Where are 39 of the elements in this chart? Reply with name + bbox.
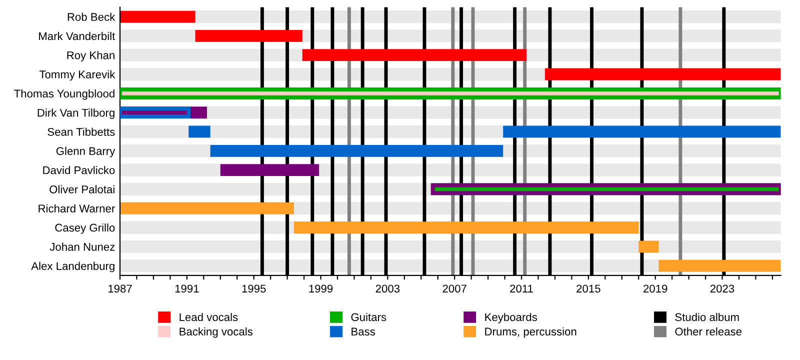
x-tick-label: 2007 <box>442 284 466 293</box>
x-tick-label: 2011 <box>510 284 533 293</box>
y-tick-label: Tommy Karevik <box>39 70 116 81</box>
x-tick-label: 2023 <box>710 284 734 293</box>
y-tick-label: Dirk Van Tilborg <box>38 108 114 119</box>
x-tick-label: 2015 <box>576 284 600 293</box>
bar <box>220 164 320 176</box>
bar <box>658 260 781 272</box>
legend-label: Backing vocals <box>180 327 253 338</box>
bar <box>120 10 196 23</box>
y-tick-label: Casey Grillo <box>55 223 115 234</box>
y-tick-label: David Pavlicko <box>43 166 115 174</box>
bar <box>638 240 659 253</box>
y-tick-label: Rob Beck <box>68 12 116 21</box>
legend-label: Lead vocals <box>180 312 238 322</box>
x-tick-label: 2003 <box>376 284 400 293</box>
y-tick-label: Thomas Youngblood <box>14 89 114 100</box>
y-tick-label: Sean Tibbetts <box>48 128 115 136</box>
legend-label: Bass <box>352 328 375 336</box>
bar <box>120 202 294 214</box>
bar <box>195 30 302 42</box>
legend-label: Drums, percussion <box>485 327 576 338</box>
y-tick-label: Roy Khan <box>67 51 114 62</box>
y-tick-label: Johan Nunez <box>50 242 115 251</box>
legend-label: Other release <box>675 327 742 336</box>
y-tick-label: Mark Vanderbilt <box>39 32 116 40</box>
y-tick-label: Oliver Palotai <box>50 185 114 194</box>
y-tick-label: Alex Landenburg <box>31 262 114 272</box>
x-tick-label: 1991 <box>175 284 199 293</box>
x-tick-label: 2019 <box>644 284 668 293</box>
y-tick-label: Glenn Barry <box>56 146 116 158</box>
legend-label: Keyboards <box>485 312 537 324</box>
x-tick-label: 1987 <box>108 284 132 293</box>
y-tick-label: Richard Warner <box>38 204 115 212</box>
bar <box>188 126 210 138</box>
legend-label: Guitars <box>351 312 386 322</box>
x-tick-label: 1999 <box>309 284 333 293</box>
x-tick-label: 1995 <box>242 284 266 293</box>
legend-label: Studio album <box>675 312 739 322</box>
